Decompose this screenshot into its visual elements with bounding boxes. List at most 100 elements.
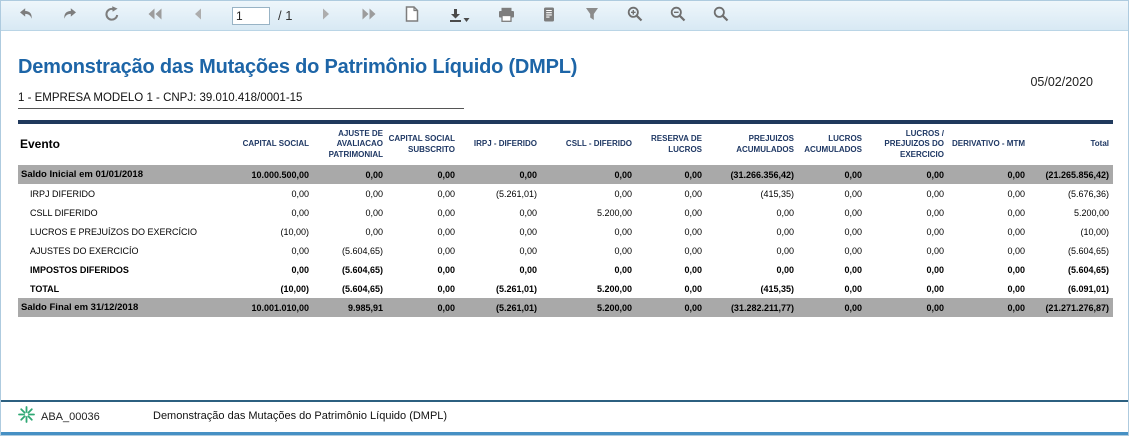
cell-value: 0,00 bbox=[291, 188, 309, 199]
cell-value: 0,00 bbox=[844, 169, 862, 180]
undo-button[interactable] bbox=[17, 6, 35, 26]
last-page-icon bbox=[361, 7, 377, 24]
cell-value: 0,00 bbox=[684, 207, 702, 218]
refresh-icon bbox=[104, 6, 120, 25]
table-row: Saldo Final em 31/12/2018 10.001.010,00 9.… bbox=[18, 298, 1113, 318]
cell-value: 0,00 bbox=[684, 264, 702, 275]
cell-value: 0,00 bbox=[926, 283, 944, 294]
dmpl-table: Evento CAPITAL SOCIAL AJUSTE DE AVALIACAO … bbox=[18, 120, 1113, 318]
cell-value: (10,00) bbox=[280, 283, 309, 294]
footer-divider bbox=[1, 400, 1128, 402]
cell-value: 0,00 bbox=[926, 169, 944, 180]
filter-icon bbox=[585, 7, 599, 24]
report-meta: 1 - EMPRESA MODELO 1 - CNPJ: 39.010.418/… bbox=[18, 75, 1111, 112]
cell-value: 0,00 bbox=[1007, 226, 1025, 237]
next-page-button[interactable] bbox=[317, 6, 335, 26]
cell-value: 0,00 bbox=[1007, 207, 1025, 218]
cell-value: (31.282.211,77) bbox=[730, 302, 794, 313]
search-button[interactable] bbox=[712, 6, 730, 26]
print-button[interactable] bbox=[497, 6, 515, 26]
cell-value: (6.091,01) bbox=[1067, 283, 1109, 294]
cell-value: 0,00 bbox=[926, 245, 944, 256]
new-document-button[interactable] bbox=[403, 6, 421, 26]
cell-value: 0,00 bbox=[844, 302, 862, 313]
cell-value: 0,00 bbox=[291, 207, 309, 218]
cell-value: 0,00 bbox=[684, 283, 702, 294]
cell-value: 0,00 bbox=[1007, 245, 1025, 256]
report-code: ABA_00036 bbox=[41, 411, 100, 423]
cell-value: (5.604,65) bbox=[341, 283, 383, 294]
cell-value: 0,00 bbox=[684, 169, 702, 180]
table-row: LUCROS E PREJUÍZOS DO EXERCÍCIO (10,00) 0,… bbox=[18, 222, 1113, 241]
column-header: LUCROS / PREJUIZOS DO EXERCICIO bbox=[884, 129, 944, 159]
footer: ABA_00036 Demonstração das Mutações do P… bbox=[18, 406, 447, 426]
last-page-button[interactable] bbox=[360, 6, 378, 26]
new-document-icon bbox=[405, 6, 419, 25]
undo-icon bbox=[18, 6, 35, 25]
cell-value: 0,00 bbox=[365, 207, 383, 218]
table-row: AJUSTES DO EXERCICÍO 0,00 (5.604,65) 0,00 0,… bbox=[18, 241, 1113, 260]
cell-value: 10.001.010,00 bbox=[251, 302, 309, 313]
cell-value: (5.676,36) bbox=[1067, 188, 1109, 199]
download-button[interactable] bbox=[446, 6, 472, 26]
cell-value: (5.604,65) bbox=[1067, 245, 1109, 256]
cell-value: 0,00 bbox=[1007, 169, 1025, 180]
cell-value: 0,00 bbox=[1007, 188, 1025, 199]
first-page-button[interactable] bbox=[146, 6, 164, 26]
cell-value: 0,00 bbox=[437, 226, 455, 237]
zoom-in-icon bbox=[627, 6, 643, 25]
first-page-icon bbox=[147, 7, 163, 24]
cell-value: 0,00 bbox=[776, 245, 794, 256]
cell-value: (21.265.856,42) bbox=[1045, 169, 1109, 180]
report-button[interactable] bbox=[540, 6, 558, 26]
column-header: LUCROS ACUMULADOS bbox=[804, 134, 862, 154]
cell-value: (21.271.276,87) bbox=[1045, 302, 1109, 313]
cell-value: 0,00 bbox=[437, 245, 455, 256]
cell-value: (5.261,01) bbox=[495, 302, 537, 313]
cell-value: 0,00 bbox=[776, 207, 794, 218]
row-label: Saldo Final em 31/12/2018 bbox=[21, 302, 139, 314]
previous-page-button[interactable] bbox=[189, 6, 207, 26]
cell-value: 5.200,00 bbox=[596, 302, 632, 313]
row-label: IRPJ DIFERIDO bbox=[30, 188, 96, 199]
page-count-label: / 1 bbox=[278, 8, 293, 23]
cell-value: 0,00 bbox=[291, 245, 309, 256]
column-header: DERIVATIVO - MTM bbox=[951, 139, 1025, 149]
cell-value: 0,00 bbox=[844, 245, 862, 256]
cell-value: 5.200,00 bbox=[1073, 207, 1109, 218]
cell-value: (5.604,65) bbox=[341, 245, 383, 256]
column-header: CSLL - DIFERIDO bbox=[565, 139, 632, 149]
cell-value: (31.266.356,42) bbox=[730, 169, 794, 180]
page-title: Demonstração das Mutações do Patrimônio … bbox=[18, 56, 578, 78]
dmpl-table-container: Evento CAPITAL SOCIAL AJUSTE DE AVALIACAO … bbox=[18, 120, 1113, 318]
zoom-in-button[interactable] bbox=[626, 6, 644, 26]
download-icon bbox=[448, 7, 463, 26]
cell-value: 0,00 bbox=[844, 264, 862, 275]
print-icon bbox=[498, 7, 515, 25]
table-row: IRPJ DIFERIDO 0,00 0,00 0,00 (5.261,01) 0,00 0… bbox=[18, 184, 1113, 203]
filter-button[interactable] bbox=[583, 6, 601, 26]
row-label: TOTAL bbox=[30, 283, 60, 294]
table-header-row: Evento CAPITAL SOCIAL AJUSTE DE AVALIACAO … bbox=[18, 122, 1113, 165]
cell-value: (415,35) bbox=[760, 188, 794, 199]
redo-icon bbox=[61, 6, 78, 25]
download-caret-icon bbox=[463, 11, 470, 26]
cell-value: 0,00 bbox=[614, 169, 632, 180]
cell-value: 0,00 bbox=[519, 169, 537, 180]
zoom-out-button[interactable] bbox=[669, 6, 687, 26]
cell-value: 0,00 bbox=[684, 226, 702, 237]
cell-value: (10,00) bbox=[280, 226, 309, 237]
report-icon bbox=[543, 7, 555, 25]
cell-value: 0,00 bbox=[365, 169, 383, 180]
page-input[interactable] bbox=[232, 6, 270, 25]
cell-value: 0,00 bbox=[519, 226, 537, 237]
report-date: 05/02/2020 bbox=[1030, 75, 1093, 89]
refresh-button[interactable] bbox=[103, 6, 121, 26]
cell-value: 5.200,00 bbox=[596, 283, 632, 294]
cell-value: 0,00 bbox=[437, 188, 455, 199]
redo-button[interactable] bbox=[60, 6, 78, 26]
table-row: TOTAL (10,00) (5.604,65) 0,00 (5.261,01) 5.20… bbox=[18, 279, 1113, 298]
column-header: Total bbox=[1090, 139, 1109, 149]
cell-value: 0,00 bbox=[437, 207, 455, 218]
